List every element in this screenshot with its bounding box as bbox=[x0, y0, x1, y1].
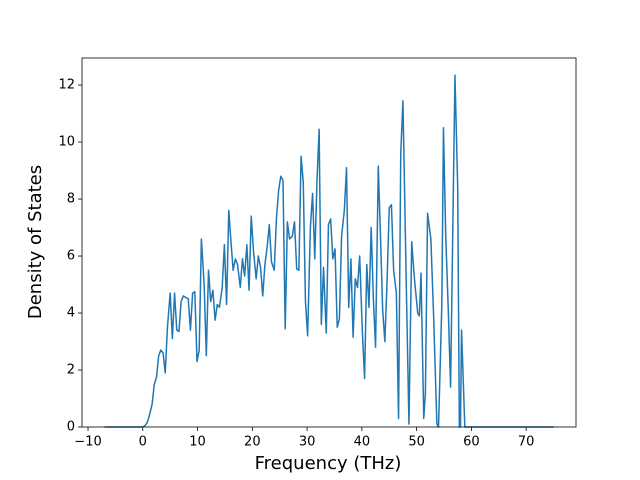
x-tick-label: 40 bbox=[354, 435, 371, 450]
y-tick-label: 4 bbox=[67, 306, 75, 321]
x-tick-label: 10 bbox=[189, 435, 206, 450]
y-tick-label: 2 bbox=[67, 363, 75, 378]
y-tick-label: 12 bbox=[58, 78, 75, 93]
y-tick-label: 6 bbox=[67, 249, 75, 264]
x-axis-label: Frequency (THz) bbox=[255, 453, 402, 474]
x-tick-label: 20 bbox=[244, 435, 261, 450]
y-tick-label: 8 bbox=[67, 192, 75, 207]
x-tick-label: 50 bbox=[408, 435, 425, 450]
x-tick-label: 30 bbox=[299, 435, 316, 450]
y-axis-label: Density of States bbox=[25, 165, 46, 319]
plot-frame bbox=[81, 57, 577, 428]
series-line bbox=[104, 74, 554, 428]
x-tick-label: −10 bbox=[74, 435, 101, 450]
x-tick-label: 60 bbox=[463, 435, 480, 450]
y-tick-label: 10 bbox=[58, 135, 75, 150]
x-tick-label: 0 bbox=[139, 435, 147, 450]
y-tick-label: 0 bbox=[67, 420, 75, 435]
x-tick-label: 70 bbox=[518, 435, 535, 450]
